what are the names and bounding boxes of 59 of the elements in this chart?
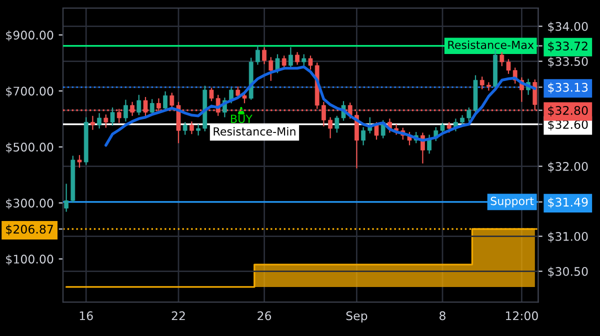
candlestick [334, 115, 340, 134]
y2-tick-label: $32.00 [548, 162, 588, 172]
x-tick-label: 12:00 [506, 311, 538, 320]
candlestick [295, 52, 300, 66]
y-tick-label: $900.00 [6, 30, 54, 42]
annotation: BUY [231, 114, 252, 124]
y2-tick-label: $33.13 [548, 82, 588, 94]
y2-tick-label: $32.80 [548, 106, 588, 116]
candlestick [460, 114, 464, 126]
ref-line-label: Resistance-Max [448, 40, 534, 50]
candlestick [163, 90, 168, 111]
candlestick [256, 44, 260, 66]
candlestick [182, 122, 188, 136]
candlestick [190, 120, 194, 135]
candlestick [268, 56, 274, 82]
candlestick [308, 55, 313, 70]
y2-tick-label: $30.50 [548, 266, 588, 278]
candlestick [262, 46, 266, 65]
candlestick [374, 122, 379, 140]
candlestick [150, 98, 154, 116]
candlestick [466, 106, 472, 122]
candlestick [124, 99, 128, 122]
candlestick [170, 92, 174, 108]
candlestick [97, 112, 102, 130]
candlestick [136, 94, 142, 116]
x-tick-label: 26 [258, 311, 272, 320]
candlestick [64, 183, 68, 212]
candlestick [394, 124, 398, 136]
candlestick [288, 46, 293, 69]
candlestick [328, 116, 332, 139]
x-tick-label: Sep [346, 311, 368, 323]
candlestick [440, 122, 445, 134]
candlestick [104, 114, 108, 128]
candlestick [90, 115, 95, 130]
x-tick-label: 8 [440, 311, 446, 320]
y2-tick-label: $31.49 [548, 197, 588, 208]
ref-line-label: Resistance-Min [214, 127, 296, 136]
y2-tick-label: $33.72 [548, 41, 588, 52]
candlestick [500, 52, 504, 67]
y-tick-label: $300.00 [6, 198, 54, 210]
candlestick [480, 76, 484, 90]
y-tick-label: $700.00 [6, 86, 54, 98]
candlestick [361, 126, 366, 146]
candlestick [302, 54, 306, 66]
candlestick [275, 54, 280, 74]
candlestick [77, 154, 82, 168]
ref-line-label: Support [490, 196, 534, 208]
x-tick-label: 16 [80, 311, 93, 320]
y2-tick-label: $31.00 [548, 232, 588, 242]
y-tick-label: $206.87 [6, 224, 53, 236]
x-tick-label: 22 [172, 311, 185, 320]
y2-tick-label: $34.00 [548, 22, 588, 32]
candlestick [110, 106, 115, 126]
y-tick-label: $500.00 [6, 142, 54, 154]
candlestick [209, 87, 214, 102]
y-tick-label: $100.00 [6, 254, 54, 266]
candlestick [196, 124, 200, 136]
y2-tick-label: $33.50 [548, 56, 588, 68]
candlestick [506, 58, 511, 74]
